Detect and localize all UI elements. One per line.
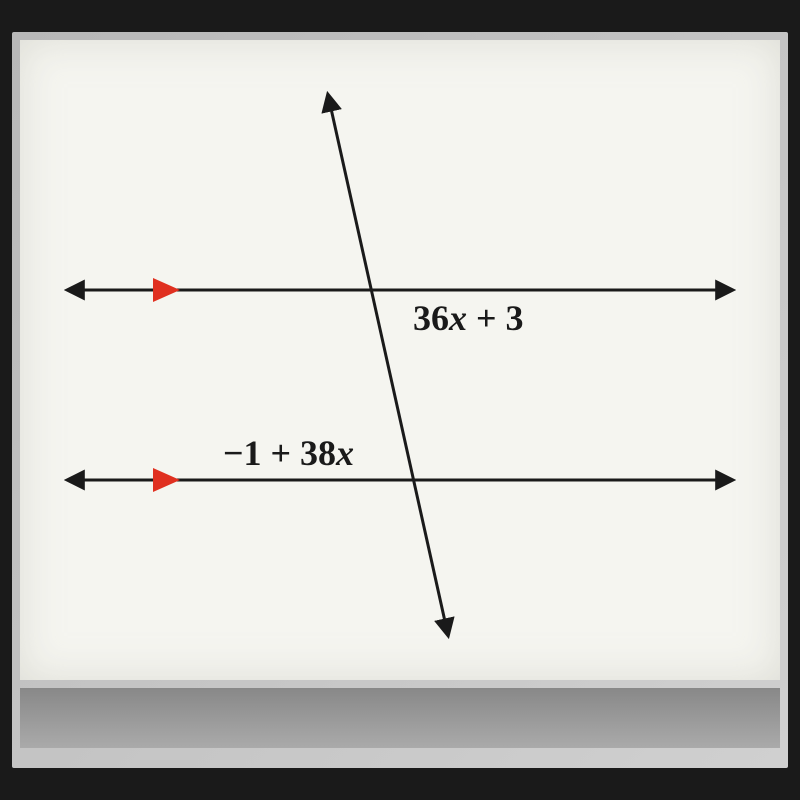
transversal-line <box>328 95 448 635</box>
angle-label-bottom: −1 + 38x <box>223 433 354 473</box>
angle-label-top: 36x + 3 <box>413 298 524 338</box>
geometry-diagram: 36x + 3 −1 + 38x <box>20 40 780 680</box>
diagram-svg: 36x + 3 −1 + 38x <box>20 40 780 680</box>
photo-frame: 36x + 3 −1 + 38x <box>12 32 788 768</box>
parallel-marker-bottom <box>153 468 180 492</box>
parallel-marker-top <box>153 278 180 302</box>
surface-edge <box>20 688 780 748</box>
